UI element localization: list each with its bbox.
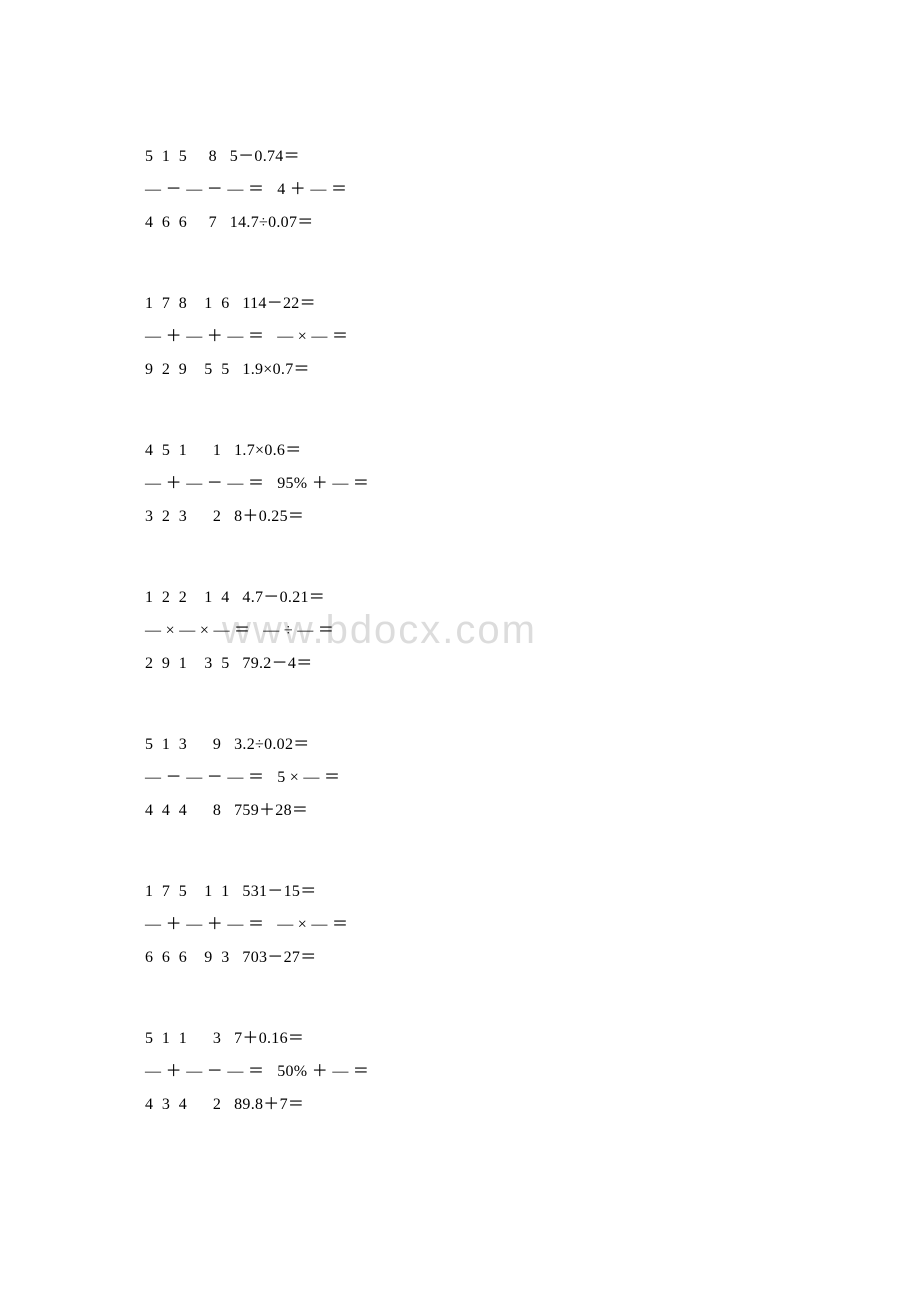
math-block: 4 5 1 1 1.7×0.6＝ — ＋ — － — ＝ 95% ＋ — ＝ 3… [145,434,775,533]
math-line: — × — × — ＝ — ÷ — ＝ [145,614,775,647]
math-line: 5 1 5 8 5－0.74＝ [145,140,775,173]
math-line: 2 9 1 3 5 79.2－4＝ [145,647,775,680]
math-line: 3 2 3 2 8＋0.25＝ [145,500,775,533]
math-line: 4 4 4 8 759＋28＝ [145,794,775,827]
math-line: — ＋ — － — ＝ 95% ＋ — ＝ [145,467,775,500]
math-line: — － — － — ＝ 4 ＋ — ＝ [145,173,775,206]
math-line: 5 1 1 3 7＋0.16＝ [145,1022,775,1055]
math-line: 5 1 3 9 3.2÷0.02＝ [145,728,775,761]
document-content: 5 1 5 8 5－0.74＝ — － — － — ＝ 4 ＋ — ＝ 4 6 … [0,0,920,1121]
math-line: — ＋ — ＋ — ＝ — × — ＝ [145,320,775,353]
math-line: 1 7 5 1 1 531－15＝ [145,875,775,908]
math-line: 9 2 9 5 5 1.9×0.7＝ [145,353,775,386]
math-line: — ＋ — － — ＝ 50% ＋ — ＝ [145,1055,775,1088]
math-block: 5 1 1 3 7＋0.16＝ — ＋ — － — ＝ 50% ＋ — ＝ 4 … [145,1022,775,1121]
math-line: 4 3 4 2 89.8＋7＝ [145,1088,775,1121]
math-block: 1 7 5 1 1 531－15＝ — ＋ — ＋ — ＝ — × — ＝ 6 … [145,875,775,974]
math-line: — ＋ — ＋ — ＝ — × — ＝ [145,908,775,941]
math-line: — － — － — ＝ 5 × — ＝ [145,761,775,794]
math-line: 1 7 8 1 6 114－22＝ [145,287,775,320]
math-block: 5 1 3 9 3.2÷0.02＝ — － — － — ＝ 5 × — ＝ 4 … [145,728,775,827]
math-line: 4 6 6 7 14.7÷0.07＝ [145,206,775,239]
math-block: 1 2 2 1 4 4.7－0.21＝ — × — × — ＝ — ÷ — ＝ … [145,581,775,680]
math-block: 5 1 5 8 5－0.74＝ — － — － — ＝ 4 ＋ — ＝ 4 6 … [145,140,775,239]
math-line: 4 5 1 1 1.7×0.6＝ [145,434,775,467]
math-line: 6 6 6 9 3 703－27＝ [145,941,775,974]
math-block: 1 7 8 1 6 114－22＝ — ＋ — ＋ — ＝ — × — ＝ 9 … [145,287,775,386]
math-line: 1 2 2 1 4 4.7－0.21＝ [145,581,775,614]
